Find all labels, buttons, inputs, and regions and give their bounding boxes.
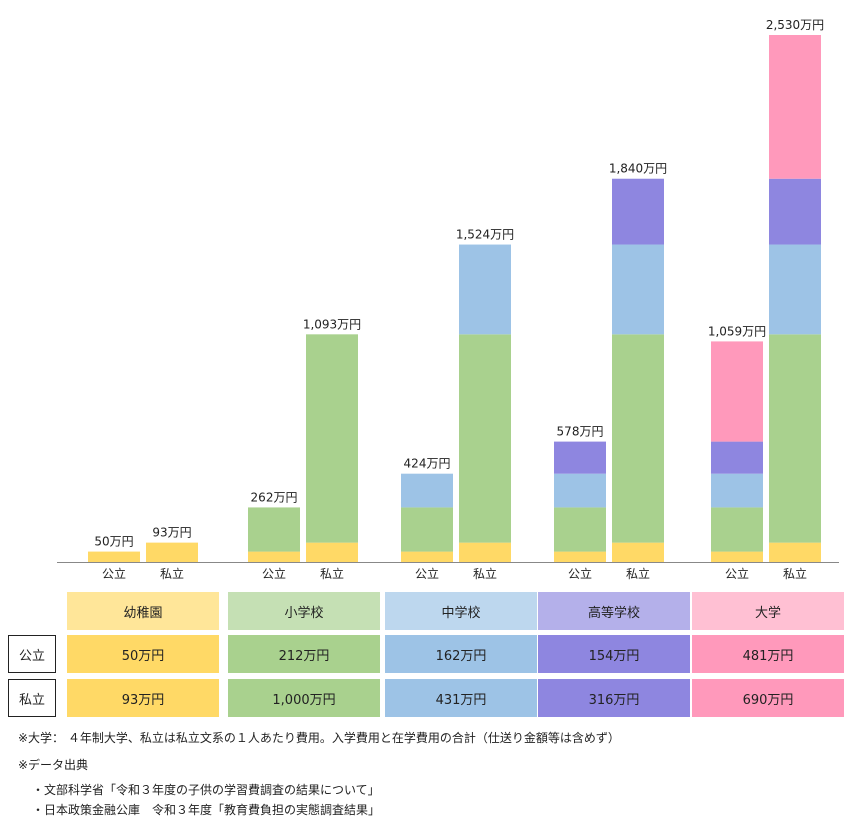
bar-segment-小学校 [554, 507, 606, 552]
bar-segment-高等学校 [769, 178, 821, 245]
bar-segment-高等学校 [612, 178, 664, 245]
bar-segment-中学校 [769, 244, 821, 335]
bar-segment-幼稚園 [711, 551, 763, 562]
source-jfc: ・日本政策金融公庫 令和３年度「教育費負担の実態調査結果」 [32, 803, 381, 817]
table-header-junior-high: 中学校 [385, 592, 537, 630]
table-cell: 50万円 [67, 635, 219, 673]
bar-segment-中学校 [554, 473, 606, 508]
total-label: 2,530万円 [766, 18, 824, 32]
table-header-elementary: 小学校 [228, 592, 380, 630]
bar-segment-中学校 [459, 244, 511, 335]
total-label: 1,524万円 [456, 228, 514, 242]
bar-segment-小学校 [711, 507, 763, 552]
bar-segment-幼稚園 [306, 542, 358, 562]
cost-table: 幼稚園 小学校 中学校 高等学校 大学 公立 50万円 212万円 162万円 … [0, 592, 850, 722]
category-tick-label: 公立 [262, 566, 286, 581]
bar-segment-小学校 [401, 507, 453, 552]
table-cell: 316万円 [538, 679, 690, 717]
category-tick-label: 公立 [725, 566, 749, 581]
stacked-bar-chart: 50万円公立93万円私立262万円公立1,093万円私立424万円公立1,524… [57, 18, 839, 581]
category-tick-label: 公立 [568, 566, 592, 581]
bar-segment-小学校 [612, 334, 664, 543]
bar-segment-大学 [711, 341, 763, 442]
bar-segment-大学 [769, 35, 821, 179]
row-label-public: 公立 [8, 635, 56, 673]
bar-segment-中学校 [612, 244, 664, 335]
total-label: 1,059万円 [708, 324, 766, 338]
table-cell: 690万円 [692, 679, 844, 717]
table-cell: 212万円 [228, 635, 380, 673]
total-label: 1,840万円 [609, 162, 667, 176]
bar-segment-中学校 [711, 473, 763, 508]
bar-segment-幼稚園 [769, 542, 821, 562]
bar-segment-高等学校 [711, 441, 763, 474]
category-tick-label: 私立 [160, 566, 184, 581]
row-label-private: 私立 [8, 679, 56, 717]
category-tick-label: 私立 [626, 566, 650, 581]
category-tick-label: 私立 [473, 566, 497, 581]
bar-segment-高等学校 [554, 441, 606, 474]
table-cell: 154万円 [538, 635, 690, 673]
bar-segment-小学校 [769, 334, 821, 543]
table-header-university: 大学 [692, 592, 844, 630]
table-cell: 481万円 [692, 635, 844, 673]
total-label: 93万円 [152, 526, 191, 540]
bar-segment-幼稚園 [459, 542, 511, 562]
bar-segment-小学校 [248, 507, 300, 552]
table-cell: 93万円 [67, 679, 219, 717]
category-tick-label: 公立 [102, 566, 126, 581]
bar-segment-幼稚園 [554, 551, 606, 562]
bar-segment-小学校 [306, 334, 358, 543]
note-university: ※大学： ４年制大学、私立は私立文系の１人あたり費用。入学費用と在学費用の合計（… [18, 731, 620, 745]
table-cell: 1,000万円 [228, 679, 380, 717]
note-data-source: ※データ出典 [18, 758, 89, 772]
bar-segment-幼稚園 [401, 551, 453, 562]
total-label: 262万円 [251, 490, 298, 504]
source-mext: ・文部科学省「令和３年度の子供の学習費調査の結果について」 [32, 783, 380, 797]
bar-segment-幼稚園 [146, 542, 198, 562]
total-label: 1,093万円 [303, 317, 361, 331]
total-label: 50万円 [94, 535, 133, 549]
table-cell: 162万円 [385, 635, 537, 673]
category-tick-label: 私立 [320, 566, 344, 581]
table-cell: 431万円 [385, 679, 537, 717]
category-tick-label: 私立 [783, 566, 807, 581]
bar-segment-幼稚園 [248, 551, 300, 562]
category-tick-label: 公立 [415, 566, 439, 581]
bar-segment-中学校 [401, 473, 453, 508]
bar-segment-小学校 [459, 334, 511, 543]
bar-segment-幼稚園 [88, 551, 140, 562]
total-label: 424万円 [404, 457, 451, 471]
table-header-high-school: 高等学校 [538, 592, 690, 630]
table-header-kindergarten: 幼稚園 [67, 592, 219, 630]
bar-segment-幼稚園 [612, 542, 664, 562]
total-label: 578万円 [557, 425, 604, 439]
